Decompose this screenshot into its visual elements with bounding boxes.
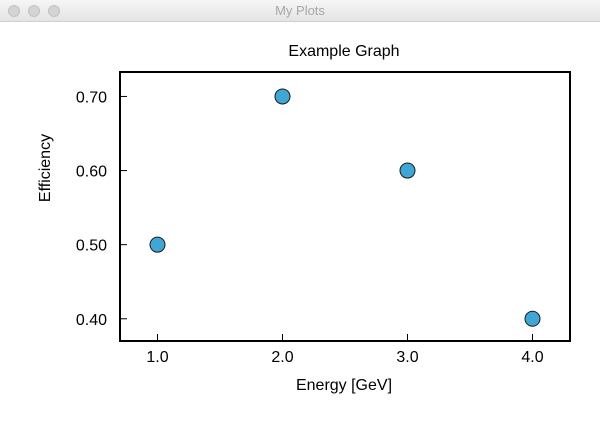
y-tick-label: 0.50 bbox=[76, 238, 107, 255]
chart-title: Example Graph bbox=[288, 43, 399, 60]
y-tick-label: 0.40 bbox=[76, 312, 107, 329]
axis-ticks: 1.0 2.0 3.0 4.0 0.40 0.50 0.60 0.70 bbox=[76, 89, 544, 366]
plot-area: Example Graph Energy [GeV] Efficiency 1.… bbox=[0, 22, 600, 422]
y-tick-label: 0.70 bbox=[76, 89, 107, 106]
y-tick-label: 0.60 bbox=[76, 164, 107, 181]
zoom-window-button[interactable] bbox=[48, 5, 60, 17]
x-tick-label: 4.0 bbox=[521, 349, 543, 366]
data-point bbox=[524, 310, 541, 327]
minimize-window-button[interactable] bbox=[28, 5, 40, 17]
x-tick-label: 3.0 bbox=[396, 349, 418, 366]
data-point bbox=[149, 236, 166, 253]
data-point bbox=[274, 88, 291, 105]
x-tick-label: 1.0 bbox=[146, 349, 168, 366]
close-window-button[interactable] bbox=[8, 5, 20, 17]
data-points bbox=[149, 88, 541, 327]
x-axis-label: Energy [GeV] bbox=[296, 377, 392, 394]
y-axis-label: Efficiency bbox=[37, 134, 54, 202]
data-point bbox=[399, 162, 416, 179]
title-bar: My Plots bbox=[0, 0, 600, 22]
scatter-chart: Example Graph Energy [GeV] Efficiency 1.… bbox=[37, 43, 571, 394]
window-title: My Plots bbox=[275, 3, 325, 18]
x-tick-label: 2.0 bbox=[271, 349, 293, 366]
plot-frame bbox=[119, 71, 571, 342]
